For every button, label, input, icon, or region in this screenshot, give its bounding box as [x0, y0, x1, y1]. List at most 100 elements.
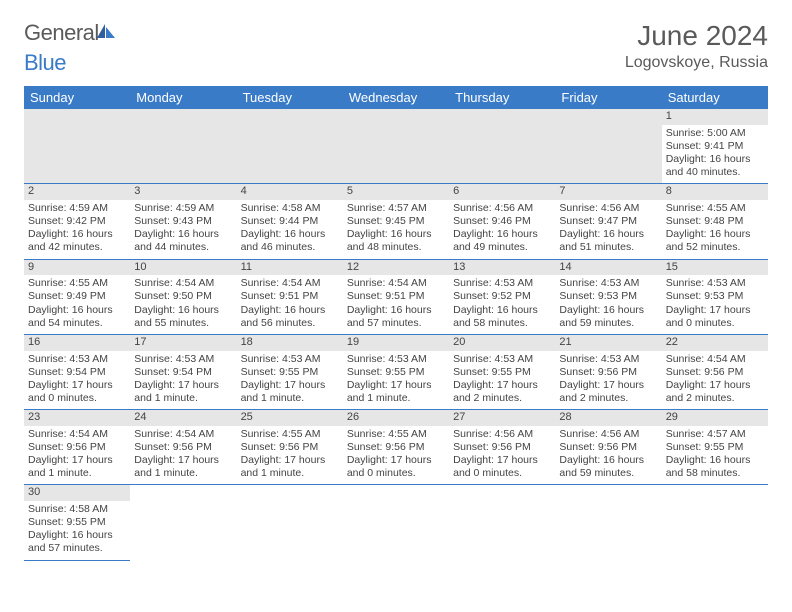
day-info: Sunrise: 4:54 AMSunset: 9:50 PMDaylight:… — [130, 275, 236, 334]
calendar-cell: 9Sunrise: 4:55 AMSunset: 9:49 PMDaylight… — [24, 259, 130, 334]
calendar-cell: 8Sunrise: 4:55 AMSunset: 9:48 PMDaylight… — [662, 184, 768, 259]
calendar-cell — [24, 109, 130, 184]
day-number: 13 — [449, 260, 555, 276]
day-number: 20 — [449, 335, 555, 351]
calendar-cell — [555, 109, 661, 184]
title-block: June 2024 Logovskoye, Russia — [625, 20, 768, 72]
weekday-fri: Friday — [555, 86, 661, 109]
brand-part1: General — [24, 20, 99, 45]
brand-name: General Blue — [24, 20, 117, 76]
calendar-cell: 3Sunrise: 4:59 AMSunset: 9:43 PMDaylight… — [130, 184, 236, 259]
day-info: Sunrise: 4:53 AMSunset: 9:55 PMDaylight:… — [343, 351, 449, 410]
day-number: 22 — [662, 335, 768, 351]
sail-icon — [95, 20, 117, 46]
day-info: Sunrise: 4:58 AMSunset: 9:44 PMDaylight:… — [237, 200, 343, 259]
day-info: Sunrise: 4:54 AMSunset: 9:56 PMDaylight:… — [24, 426, 130, 485]
location-label: Logovskoye, Russia — [625, 54, 768, 72]
calendar-head: Sunday Monday Tuesday Wednesday Thursday… — [24, 86, 768, 109]
day-info: Sunrise: 4:53 AMSunset: 9:53 PMDaylight:… — [662, 275, 768, 334]
weekday-wed: Wednesday — [343, 86, 449, 109]
day-number: 19 — [343, 335, 449, 351]
day-number: 26 — [343, 410, 449, 426]
day-info: Sunrise: 4:53 AMSunset: 9:53 PMDaylight:… — [555, 275, 661, 334]
day-info: Sunrise: 4:56 AMSunset: 9:56 PMDaylight:… — [449, 426, 555, 485]
weekday-sun: Sunday — [24, 86, 130, 109]
day-number: 24 — [130, 410, 236, 426]
day-info: Sunrise: 4:54 AMSunset: 9:56 PMDaylight:… — [130, 426, 236, 485]
day-number: 21 — [555, 335, 661, 351]
calendar-cell: 12Sunrise: 4:54 AMSunset: 9:51 PMDayligh… — [343, 259, 449, 334]
calendar-cell: 30Sunrise: 4:58 AMSunset: 9:55 PMDayligh… — [24, 485, 130, 560]
calendar-cell — [449, 109, 555, 184]
calendar-cell: 13Sunrise: 4:53 AMSunset: 9:52 PMDayligh… — [449, 259, 555, 334]
day-number: 5 — [343, 184, 449, 200]
day-number: 8 — [662, 184, 768, 200]
calendar-cell — [662, 485, 768, 560]
day-info: Sunrise: 4:53 AMSunset: 9:56 PMDaylight:… — [555, 351, 661, 410]
day-info: Sunrise: 4:55 AMSunset: 9:56 PMDaylight:… — [343, 426, 449, 485]
day-info: Sunrise: 5:00 AMSunset: 9:41 PMDaylight:… — [662, 125, 768, 184]
day-info: Sunrise: 4:57 AMSunset: 9:55 PMDaylight:… — [662, 426, 768, 485]
calendar-cell: 11Sunrise: 4:54 AMSunset: 9:51 PMDayligh… — [237, 259, 343, 334]
calendar-cell: 18Sunrise: 4:53 AMSunset: 9:55 PMDayligh… — [237, 334, 343, 409]
weekday-tue: Tuesday — [237, 86, 343, 109]
day-info: Sunrise: 4:56 AMSunset: 9:47 PMDaylight:… — [555, 200, 661, 259]
day-info: Sunrise: 4:53 AMSunset: 9:52 PMDaylight:… — [449, 275, 555, 334]
day-number: 16 — [24, 335, 130, 351]
calendar-cell: 2Sunrise: 4:59 AMSunset: 9:42 PMDaylight… — [24, 184, 130, 259]
day-number: 1 — [662, 109, 768, 125]
calendar-cell — [449, 485, 555, 560]
calendar-cell: 10Sunrise: 4:54 AMSunset: 9:50 PMDayligh… — [130, 259, 236, 334]
calendar-cell: 1Sunrise: 5:00 AMSunset: 9:41 PMDaylight… — [662, 109, 768, 184]
day-info: Sunrise: 4:54 AMSunset: 9:51 PMDaylight:… — [343, 275, 449, 334]
calendar-cell — [237, 109, 343, 184]
brand-part2: Blue — [24, 50, 66, 75]
calendar-cell: 15Sunrise: 4:53 AMSunset: 9:53 PMDayligh… — [662, 259, 768, 334]
calendar-cell: 7Sunrise: 4:56 AMSunset: 9:47 PMDaylight… — [555, 184, 661, 259]
calendar-cell: 20Sunrise: 4:53 AMSunset: 9:55 PMDayligh… — [449, 334, 555, 409]
day-info: Sunrise: 4:54 AMSunset: 9:56 PMDaylight:… — [662, 351, 768, 410]
calendar-cell: 17Sunrise: 4:53 AMSunset: 9:54 PMDayligh… — [130, 334, 236, 409]
calendar-cell: 14Sunrise: 4:53 AMSunset: 9:53 PMDayligh… — [555, 259, 661, 334]
day-number: 28 — [555, 410, 661, 426]
day-info: Sunrise: 4:58 AMSunset: 9:55 PMDaylight:… — [24, 501, 130, 560]
day-number: 6 — [449, 184, 555, 200]
calendar-table: Sunday Monday Tuesday Wednesday Thursday… — [24, 86, 768, 561]
day-info: Sunrise: 4:53 AMSunset: 9:54 PMDaylight:… — [130, 351, 236, 410]
calendar-cell: 5Sunrise: 4:57 AMSunset: 9:45 PMDaylight… — [343, 184, 449, 259]
calendar-cell: 29Sunrise: 4:57 AMSunset: 9:55 PMDayligh… — [662, 410, 768, 485]
calendar-row: 2Sunrise: 4:59 AMSunset: 9:42 PMDaylight… — [24, 184, 768, 259]
calendar-cell: 24Sunrise: 4:54 AMSunset: 9:56 PMDayligh… — [130, 410, 236, 485]
day-number: 3 — [130, 184, 236, 200]
day-number: 9 — [24, 260, 130, 276]
calendar-row: 23Sunrise: 4:54 AMSunset: 9:56 PMDayligh… — [24, 410, 768, 485]
day-number: 14 — [555, 260, 661, 276]
day-number: 15 — [662, 260, 768, 276]
day-info: Sunrise: 4:59 AMSunset: 9:43 PMDaylight:… — [130, 200, 236, 259]
day-number: 30 — [24, 485, 130, 501]
calendar-cell — [130, 485, 236, 560]
calendar-cell: 21Sunrise: 4:53 AMSunset: 9:56 PMDayligh… — [555, 334, 661, 409]
calendar-cell: 27Sunrise: 4:56 AMSunset: 9:56 PMDayligh… — [449, 410, 555, 485]
page-header: General Blue June 2024 Logovskoye, Russia — [24, 20, 768, 76]
calendar-cell — [130, 109, 236, 184]
day-number: 29 — [662, 410, 768, 426]
brand-logo: General Blue — [24, 20, 117, 76]
calendar-cell — [555, 485, 661, 560]
day-number: 17 — [130, 335, 236, 351]
calendar-cell: 23Sunrise: 4:54 AMSunset: 9:56 PMDayligh… — [24, 410, 130, 485]
day-info: Sunrise: 4:54 AMSunset: 9:51 PMDaylight:… — [237, 275, 343, 334]
day-info: Sunrise: 4:55 AMSunset: 9:56 PMDaylight:… — [237, 426, 343, 485]
day-info: Sunrise: 4:59 AMSunset: 9:42 PMDaylight:… — [24, 200, 130, 259]
calendar-cell — [343, 485, 449, 560]
day-info: Sunrise: 4:56 AMSunset: 9:56 PMDaylight:… — [555, 426, 661, 485]
calendar-body: 1Sunrise: 5:00 AMSunset: 9:41 PMDaylight… — [24, 109, 768, 560]
calendar-cell — [343, 109, 449, 184]
day-number: 12 — [343, 260, 449, 276]
day-info: Sunrise: 4:56 AMSunset: 9:46 PMDaylight:… — [449, 200, 555, 259]
day-number: 7 — [555, 184, 661, 200]
calendar-row: 1Sunrise: 5:00 AMSunset: 9:41 PMDaylight… — [24, 109, 768, 184]
day-info: Sunrise: 4:53 AMSunset: 9:54 PMDaylight:… — [24, 351, 130, 410]
calendar-cell: 28Sunrise: 4:56 AMSunset: 9:56 PMDayligh… — [555, 410, 661, 485]
month-title: June 2024 — [625, 20, 768, 52]
